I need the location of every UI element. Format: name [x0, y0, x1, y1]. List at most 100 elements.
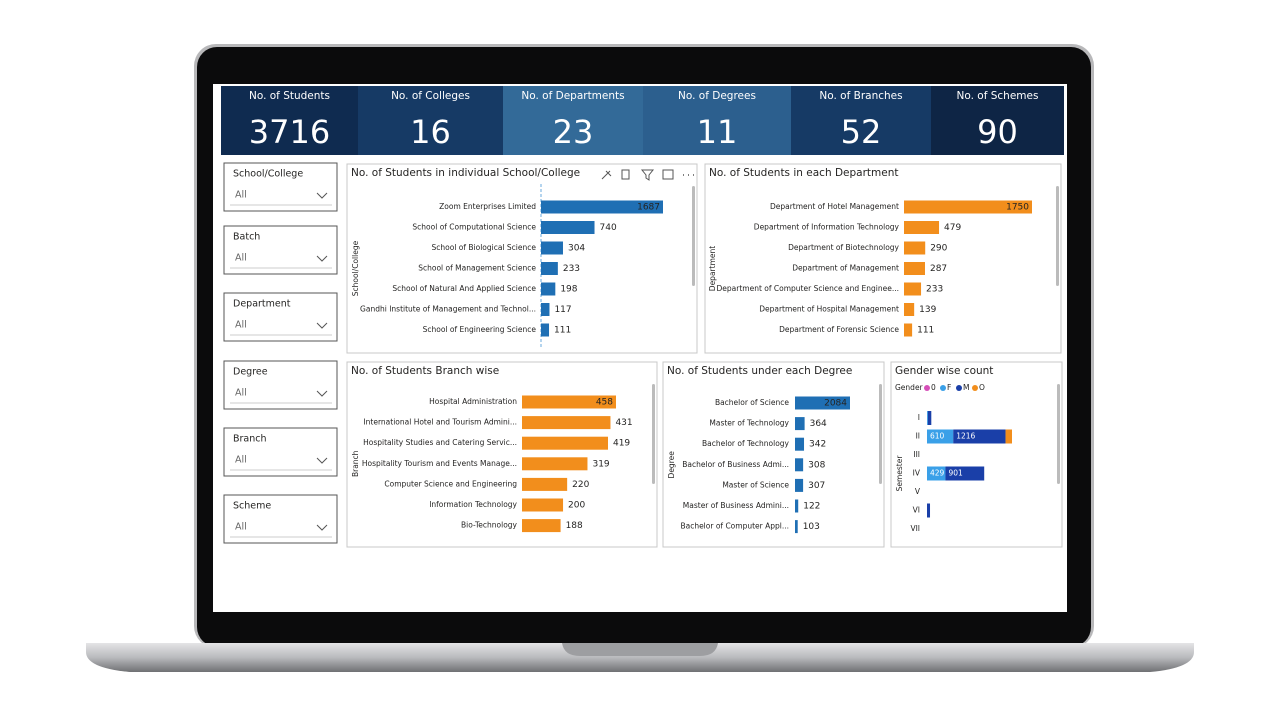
bar-segment [927, 411, 932, 425]
category-label: Department of Hotel Management [770, 202, 899, 211]
category-label: Zoom Enterprises Limited [439, 202, 536, 211]
filter-label: Degree [233, 367, 268, 378]
bar [522, 416, 611, 430]
legend-dot [924, 385, 930, 391]
bar [795, 396, 850, 410]
copy-icon[interactable] [621, 169, 630, 180]
bar [904, 221, 940, 234]
kpi-tile [791, 86, 931, 155]
filter-icon[interactable] [640, 169, 655, 181]
legend-label: M [963, 383, 969, 392]
dropdown-chevron[interactable] [316, 255, 328, 262]
bar [795, 499, 799, 513]
filter-value[interactable]: All [235, 455, 247, 466]
scrollbar[interactable] [1056, 186, 1059, 286]
category-label: Bachelor of Science [715, 398, 789, 407]
filter-box [223, 360, 338, 410]
bar [541, 262, 558, 275]
axis-label: Semester [895, 455, 904, 492]
category-label: Department of Hospital Management [759, 305, 899, 314]
filter-value[interactable]: All [235, 253, 247, 264]
category-label: Master of Science [722, 480, 789, 489]
bar [904, 241, 926, 255]
data-label: 364 [810, 419, 827, 429]
bar-segment [945, 466, 985, 481]
data-label: 319 [592, 459, 609, 469]
dropdown-chevron[interactable] [316, 192, 328, 199]
bar [904, 200, 1032, 214]
bar [522, 519, 561, 533]
bar-segment [953, 429, 1006, 444]
dropdown-chevron[interactable] [316, 457, 328, 464]
data-label: 233 [926, 285, 943, 295]
chart-title: No. of Students under each Degree [667, 365, 852, 377]
legend-dot [972, 385, 978, 391]
kpi-tile [931, 86, 1064, 155]
category-label: Bio-Technology [461, 521, 518, 530]
bar [522, 498, 564, 512]
category-label: Department of Biotechnology [788, 243, 899, 252]
category-label: Bachelor of Business Admi... [682, 460, 789, 469]
kpi-label: No. of Students [249, 90, 330, 102]
focus-icon[interactable] [662, 169, 674, 180]
data-label: 103 [803, 522, 820, 532]
kpi-value: 23 [553, 113, 594, 151]
kpi-tile [503, 86, 643, 155]
category-label: III [913, 450, 920, 459]
bar [522, 436, 608, 450]
data-label: 220 [572, 480, 589, 490]
pin-icon[interactable] [601, 170, 612, 180]
scrollbar[interactable] [1057, 384, 1060, 484]
data-label: 139 [919, 305, 936, 315]
dropdown-chevron[interactable] [316, 524, 328, 531]
bar [541, 303, 550, 316]
category-label: School of Computational Science [412, 223, 536, 232]
filter-value[interactable]: All [235, 190, 247, 201]
category-label: V [915, 487, 921, 496]
bar-segment [927, 466, 946, 481]
category-label: School of Engineering Science [423, 325, 537, 334]
category-label: Bachelor of Computer Appl... [680, 522, 789, 531]
kpi-tile [643, 86, 791, 155]
scrollbar[interactable] [879, 384, 882, 484]
chart-panel [890, 361, 1063, 548]
scrollbar[interactable] [652, 384, 655, 484]
bar [541, 282, 556, 296]
axis-label: Degree [667, 451, 676, 479]
data-label: 901 [948, 469, 963, 478]
data-label: 117 [554, 305, 571, 315]
filter-label: Batch [233, 232, 260, 243]
bar [795, 417, 805, 431]
bar [541, 323, 550, 337]
data-label: 111 [917, 326, 934, 336]
chart-panel [346, 163, 698, 354]
bar-segment [927, 503, 931, 518]
category-label: Master of Technology [709, 419, 789, 428]
category-label: II [916, 432, 920, 441]
filter-value[interactable]: All [235, 522, 247, 533]
data-label: 458 [596, 398, 613, 408]
axis-label: Branch [351, 450, 360, 477]
kpi-label: No. of Schemes [957, 90, 1039, 102]
category-label: Bachelor of Technology [702, 439, 790, 448]
filter-value[interactable]: All [235, 320, 247, 331]
dropdown-chevron[interactable] [316, 390, 328, 397]
legend-dot [940, 385, 946, 391]
bar [904, 303, 915, 316]
chart-panel [346, 361, 658, 548]
filter-box [223, 292, 338, 342]
legend-title: Gender [895, 383, 924, 392]
data-label: 2084 [824, 399, 847, 409]
filter-value[interactable]: All [235, 388, 247, 399]
dropdown-chevron[interactable] [316, 322, 328, 329]
category-label: International Hotel and Tourism Admini..… [363, 418, 517, 427]
kpi-value: 11 [697, 113, 738, 151]
bar [522, 477, 568, 491]
chart-title: No. of Students in each Department [709, 167, 898, 179]
filter-box [223, 427, 338, 477]
data-label: 290 [930, 244, 947, 254]
visual-toolbar [601, 169, 694, 181]
data-label: 287 [930, 264, 947, 274]
scrollbar[interactable] [692, 186, 695, 286]
